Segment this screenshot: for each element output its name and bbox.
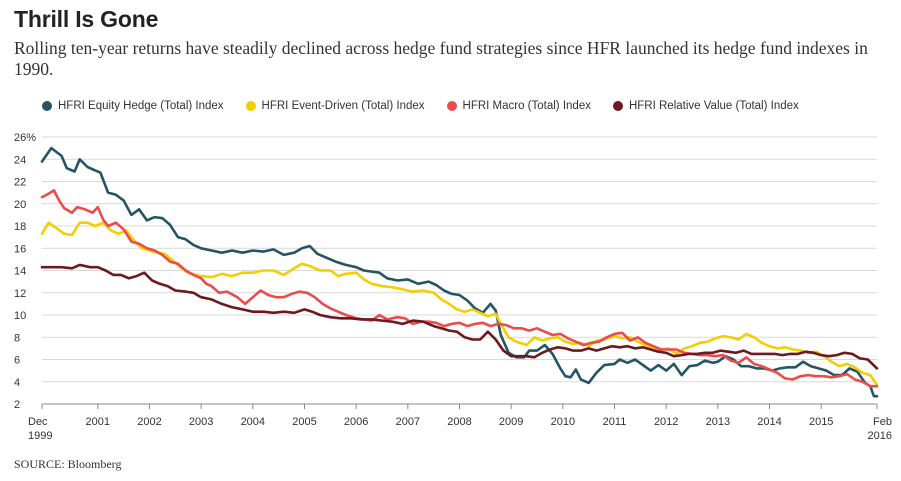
x-tick-label: 2004: [241, 416, 265, 428]
y-tick-label: 16: [14, 243, 26, 255]
legend-marker-equity-hedge: [42, 101, 52, 111]
legend-label-macro: HFRI Macro (Total) Index: [462, 100, 591, 112]
x-tick-label: 2012: [654, 416, 678, 428]
legend-label-relative-value: HFRI Relative Value (Total) Index: [628, 100, 799, 112]
x-tick-label: 2002: [137, 416, 161, 428]
legend-label-equity-hedge: HFRI Equity Hedge (Total) Index: [58, 100, 224, 112]
source-note: SOURCE: Bloomberg: [14, 457, 122, 471]
x-tick-label: 2005: [292, 416, 316, 428]
y-tick-label: 12: [14, 288, 26, 300]
y-tick-label: 8: [14, 332, 20, 344]
series-line-0: [40, 146, 879, 398]
series-line-2: [40, 189, 879, 388]
legend-item-event-driven: HFRI Event-Driven (Total) Index: [245, 100, 425, 112]
x-tick-label: 2009: [499, 416, 523, 428]
x-tick-label: 2008: [447, 416, 471, 428]
series-line-1: [40, 221, 879, 387]
y-tick-label: 20: [14, 199, 26, 211]
y-tick-label: 14: [14, 266, 26, 278]
legend-item-macro: HFRI Macro (Total) Index: [446, 100, 591, 112]
y-tick-label: 18: [14, 221, 26, 233]
x-tick-label: 2014: [757, 416, 781, 428]
chart-title: Thrill Is Gone: [14, 6, 159, 32]
y-tick-label: 2: [14, 399, 20, 411]
x-tick-label: Dec: [28, 416, 48, 428]
x-tick-label-year: 1999: [28, 430, 52, 442]
x-tick-label: 2001: [86, 416, 110, 428]
x-tick-label: 2015: [809, 416, 833, 428]
x-tick-label-year: 2016: [868, 430, 892, 442]
y-tick-label: 24: [14, 154, 26, 166]
x-tick-label: Feb: [873, 416, 892, 428]
x-tick-label: 2006: [344, 416, 368, 428]
y-tick-label: 22: [14, 177, 26, 189]
legend-marker-event-driven: [245, 101, 256, 111]
legend-item-relative-value: HFRI Relative Value (Total) Index: [612, 100, 799, 112]
y-tick-label: 26%: [14, 132, 36, 144]
legend-marker-macro: [446, 101, 457, 111]
x-tick-label: 2003: [189, 416, 213, 428]
legend-label-event-driven: HFRI Event-Driven (Total) Index: [261, 100, 425, 112]
legend-item-equity-hedge: HFRI Equity Hedge (Total) Index: [42, 100, 224, 112]
y-tick-label: 6: [14, 355, 20, 367]
legend-marker-relative-value: [612, 101, 623, 111]
chart-legend: HFRI Equity Hedge (Total) Index HFRI Eve…: [42, 97, 821, 115]
y-tick-label: 10: [14, 310, 26, 322]
x-tick-label: 2007: [396, 416, 420, 428]
x-tick-label: 2013: [706, 416, 730, 428]
series-line-3: [40, 263, 879, 370]
x-tick-label: 2010: [551, 416, 575, 428]
x-tick-label: 2011: [603, 416, 627, 428]
chart-subtitle: Rolling ten-year returns have steadily d…: [14, 38, 868, 79]
y-tick-label: 4: [14, 377, 20, 389]
